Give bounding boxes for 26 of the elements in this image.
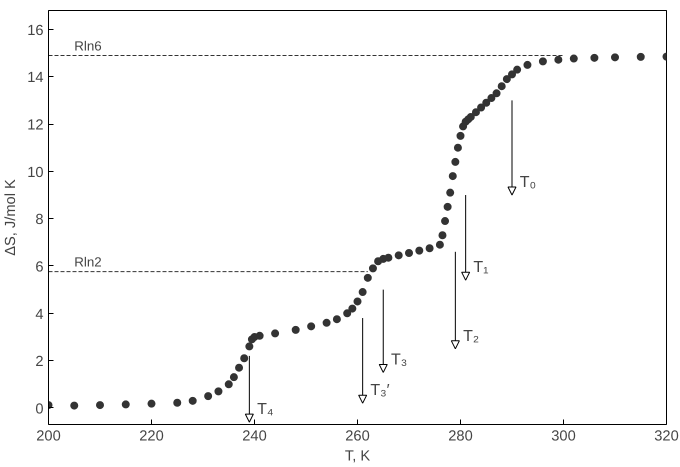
y-tick-label: 14: [27, 70, 44, 86]
annotation: T₄: [257, 401, 274, 418]
y-tick-label: 8: [35, 212, 44, 228]
y-axis-title: ΔS, J/mol K: [3, 178, 20, 256]
series-label: Rln6: [74, 38, 102, 54]
y-tick-label: 12: [27, 118, 44, 134]
annotation: T₃: [390, 351, 408, 368]
annotation: T₀: [520, 174, 536, 192]
y-tick-label: 4: [35, 306, 44, 323]
y-tick-label: 2: [35, 354, 44, 370]
x-tick-label: 200: [36, 428, 61, 444]
x-tick-label: 280: [448, 428, 473, 444]
y-tick-label: 16: [27, 22, 44, 39]
series-label: Rln2: [74, 254, 102, 270]
x-tick-label: 300: [551, 428, 576, 444]
y-tick-label: 0: [35, 401, 44, 418]
x-tick-label: 240: [242, 428, 267, 444]
annotation: T₁: [473, 259, 489, 276]
x-axis-title: T, K: [344, 448, 370, 464]
x-tick-label: 220: [139, 428, 164, 444]
x-tick-label: 320: [654, 428, 679, 444]
annotation: T₂: [463, 328, 480, 345]
annotation: T₃′: [370, 382, 390, 400]
y-tick-label: 10: [27, 164, 44, 181]
x-tick-label: 260: [345, 428, 370, 444]
y-tick-label: 6: [35, 259, 44, 276]
